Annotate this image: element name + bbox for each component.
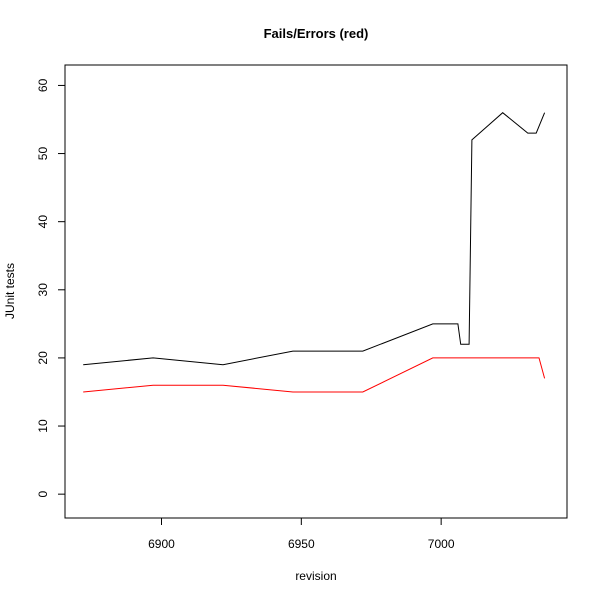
chart-title: Fails/Errors (red) (264, 26, 369, 41)
y-tick-label: 60 (36, 78, 50, 92)
series-layer (83, 112, 546, 393)
y-tick-label: 0 (36, 491, 50, 498)
y-tick-label: 40 (36, 215, 50, 229)
series-line-total (83, 112, 546, 366)
plot-frame (64, 64, 568, 519)
y-tick-label: 30 (36, 283, 50, 297)
x-tick-label: 6950 (288, 537, 315, 551)
y-axis-label: JUnit tests (3, 263, 17, 319)
series-line-fails-errors (83, 357, 546, 393)
x-tick-label: 6900 (148, 537, 175, 551)
x-axis-label: revision (295, 569, 336, 583)
y-axis: 0 10 20 30 40 50 60 (36, 78, 66, 498)
y-tick-label: 10 (36, 419, 50, 433)
y-tick-label: 50 (36, 147, 50, 161)
x-axis: 6900 6950 7000 (148, 517, 455, 551)
y-tick-label: 20 (36, 351, 50, 365)
x-tick-label: 7000 (428, 537, 455, 551)
